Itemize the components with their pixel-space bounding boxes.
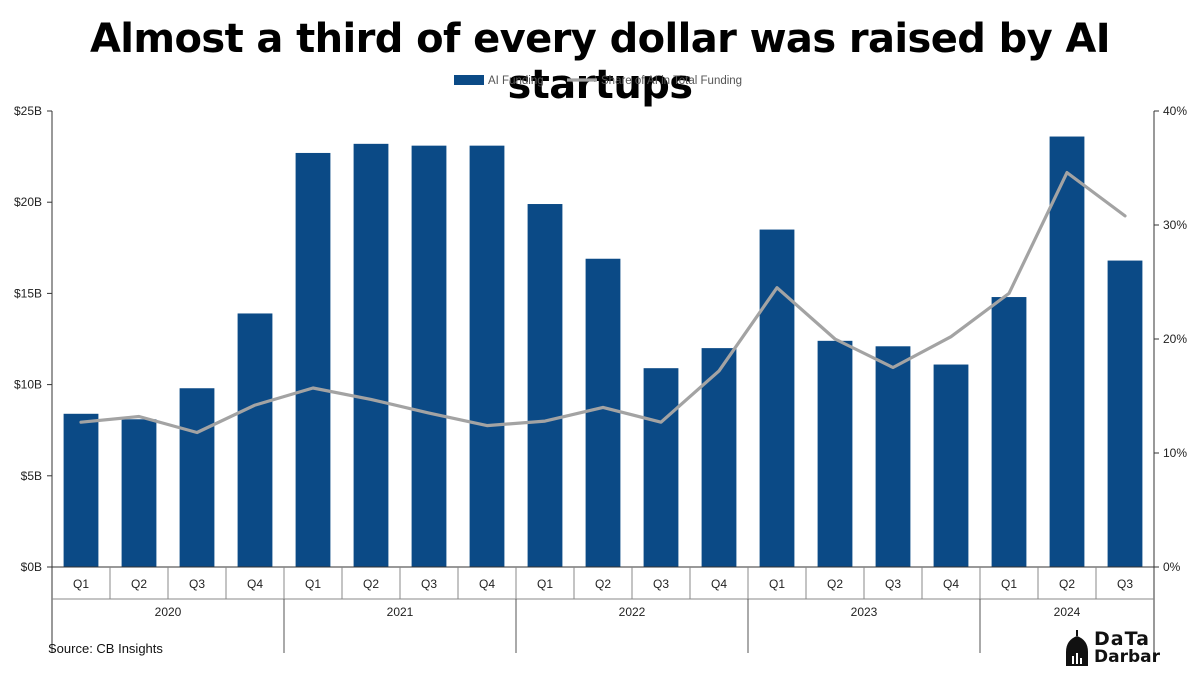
x-tick-label-quarter: Q1 xyxy=(1001,577,1017,591)
x-tick-label-quarter: Q3 xyxy=(1117,577,1133,591)
bar-ai-funding xyxy=(63,413,99,567)
y-left-tick-label: $20B xyxy=(14,195,42,209)
bar-ai-funding xyxy=(121,419,157,567)
bar-ai-funding xyxy=(701,348,737,567)
y-left-tick-label: $15B xyxy=(14,286,42,300)
x-tick-label-quarter: Q4 xyxy=(479,577,495,591)
bar-ai-funding xyxy=(469,145,505,567)
bar-ai-funding xyxy=(237,313,273,567)
data-darbar-logo: DaTa Darbar xyxy=(1064,628,1164,668)
bar-ai-funding xyxy=(527,204,563,568)
bar-ai-funding xyxy=(759,229,795,567)
x-tick-label-quarter: Q3 xyxy=(421,577,437,591)
bar-ai-funding xyxy=(991,297,1027,567)
bar-ai-funding xyxy=(295,152,331,567)
bar-ai-funding xyxy=(643,368,679,567)
y-right-tick-label: 10% xyxy=(1163,446,1187,460)
x-group-label-year: 2024 xyxy=(1054,605,1081,619)
bar-ai-funding xyxy=(875,346,911,567)
x-group-label-year: 2022 xyxy=(619,605,646,619)
logo-text-line2: Darbar xyxy=(1094,647,1160,667)
chart-title: Almost a third of every dollar was raise… xyxy=(89,16,1111,108)
x-tick-label-quarter: Q2 xyxy=(595,577,611,591)
y-left-tick-label: $0B xyxy=(21,560,42,574)
x-tick-label-quarter: Q1 xyxy=(73,577,89,591)
bar-ai-funding xyxy=(179,388,215,567)
x-tick-label-quarter: Q2 xyxy=(131,577,147,591)
logo-text-line1: DaTa xyxy=(1094,628,1150,650)
bar-ai-funding xyxy=(353,143,389,567)
bar-ai-funding xyxy=(933,364,969,567)
x-tick-label-quarter: Q1 xyxy=(769,577,785,591)
x-group-label-year: 2023 xyxy=(851,605,878,619)
x-tick-label-quarter: Q1 xyxy=(305,577,321,591)
bar-ai-funding xyxy=(411,145,447,567)
x-tick-label-quarter: Q1 xyxy=(537,577,553,591)
bar-ai-funding xyxy=(1107,260,1143,567)
x-tick-label-quarter: Q2 xyxy=(363,577,379,591)
x-tick-label-quarter: Q4 xyxy=(711,577,727,591)
bar-ai-funding xyxy=(1049,136,1085,567)
x-tick-label-quarter: Q3 xyxy=(885,577,901,591)
y-left-tick-label: $25B xyxy=(14,104,42,118)
y-right-tick-label: 20% xyxy=(1163,332,1187,346)
legend-label-ai-funding: AI Funding xyxy=(488,75,544,87)
bar-ai-funding xyxy=(817,340,853,567)
x-tick-label-quarter: Q2 xyxy=(1059,577,1075,591)
bar-ai-funding xyxy=(585,258,621,567)
legend-swatch-ai-funding xyxy=(454,75,484,85)
x-group-label-year: 2020 xyxy=(155,605,182,619)
y-left-tick-label: $5B xyxy=(21,469,42,483)
y-right-tick-label: 30% xyxy=(1163,218,1187,232)
y-left-tick-label: $10B xyxy=(14,378,42,392)
x-tick-label-quarter: Q3 xyxy=(653,577,669,591)
x-tick-label-quarter: Q2 xyxy=(827,577,843,591)
x-tick-label-quarter: Q4 xyxy=(247,577,263,591)
y-right-tick-label: 40% xyxy=(1163,104,1187,118)
logo-dome-icon xyxy=(1066,630,1088,666)
y-right-tick-label: 0% xyxy=(1163,560,1181,574)
x-tick-label-quarter: Q3 xyxy=(189,577,205,591)
line-ai-share xyxy=(79,171,1127,435)
source-note: Source: CB Insights xyxy=(48,641,163,656)
legend-label-ai-share: Share of AI in Total Funding xyxy=(601,75,742,87)
x-tick-label-quarter: Q4 xyxy=(943,577,959,591)
x-group-label-year: 2021 xyxy=(387,605,414,619)
